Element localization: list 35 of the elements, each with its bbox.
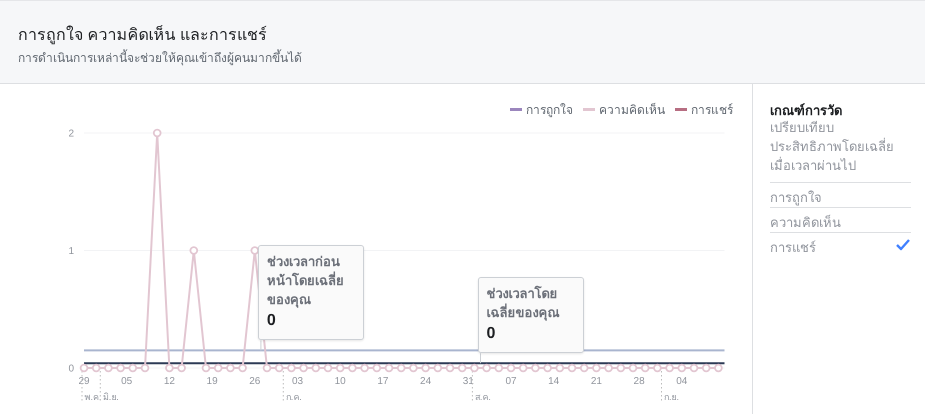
- x-tick-label: 26: [249, 376, 261, 387]
- x-tick-label: 17: [377, 376, 389, 387]
- x-tick-label: 21: [590, 376, 602, 387]
- text: การแชร์: [770, 239, 816, 257]
- text: เกณฑ์การวัด: [770, 102, 842, 120]
- text: เปรียบเทียบประสิทธิภาพโดยเฉลี่ยเมื่อเวลาผ่านไป: [770, 119, 895, 175]
- text: การถูกใจ: [770, 189, 822, 208]
- x-tick-label: 04: [676, 376, 688, 387]
- x-tick-label: 12: [164, 376, 176, 387]
- legend-label: ความคิดเห็น: [599, 102, 665, 119]
- annotation: ช่วงเวลาก่อนหน้าโดยเฉลี่ยของคุณ 0: [266, 253, 345, 332]
- ref-line-label: ก.ย.: [664, 392, 680, 402]
- x-tick-label: 29: [78, 376, 90, 387]
- chart-subtitle: การดำเนินการเหล่านี้จะช่วยให้คุณเข้าถึงผู้คนมากขึ้นได้: [18, 48, 302, 67]
- x-tick-label: 28: [634, 376, 646, 387]
- text: ความคิดเห็น: [770, 214, 841, 232]
- x-tick-label: 24: [420, 376, 432, 387]
- x-tick-label: 31: [462, 376, 474, 387]
- legend-label: การแชร์: [691, 102, 733, 119]
- x-tick-label: 05: [121, 376, 133, 387]
- chart-title: การถูกใจ ความคิดเห็น และการแชร์: [18, 24, 267, 46]
- y-tick-label: 0: [68, 364, 74, 374]
- y-tick-label: 2: [68, 128, 74, 140]
- ref-line-label: ส.ค.: [474, 392, 491, 402]
- x-tick-label: 19: [206, 376, 218, 387]
- x-tick-label: 07: [505, 376, 517, 387]
- ref-line-label: มิ.ย.: [102, 392, 119, 402]
- ref-line-label: พ.ค.: [84, 392, 102, 402]
- y-tick-label: 1: [68, 246, 74, 257]
- x-tick-label: 14: [548, 376, 560, 387]
- x-tick-label: 10: [334, 376, 346, 387]
- x-tick-label: 03: [292, 376, 304, 387]
- ref-line-label: ก.ค.: [286, 392, 302, 402]
- legend-label: การถูกใจ: [526, 102, 573, 119]
- annotation: ช่วงเวลาโดยเฉลี่ยของคุณ 0: [486, 284, 560, 344]
